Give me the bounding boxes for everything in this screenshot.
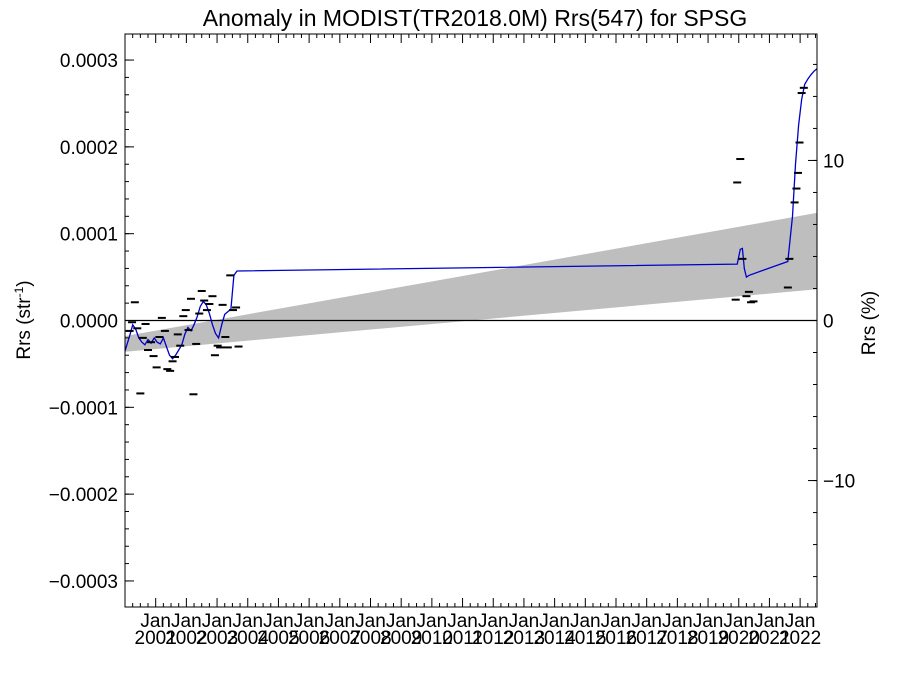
x-tick-month: Jan (662, 611, 693, 632)
x-tick-year: 2009 (380, 628, 422, 649)
x-tick-year: 2016 (595, 628, 637, 649)
x-tick-year: 2013 (503, 628, 545, 649)
x-tick-month: Jan (294, 611, 325, 632)
x-tick-month: Jan (693, 611, 724, 632)
x-tick-month: Jan (723, 611, 754, 632)
x-tick-month: Jan (417, 611, 448, 632)
y-axis-label-main: Rrs (str (14, 297, 35, 360)
x-tick-year: 2010 (411, 628, 453, 649)
x-tick-month: Jan (631, 611, 662, 632)
x-tick-year: 2004 (227, 628, 270, 649)
x-tick-month: Jan (263, 611, 294, 632)
y-tick-label: −0.0003 (49, 572, 118, 593)
y2-tick-label: 0 (823, 312, 834, 333)
chart-title: Anomaly in MODIST(TR2018.0M) Rrs(547) fo… (203, 5, 747, 31)
x-tick-month: Jan (570, 611, 601, 632)
y2-axis-label: Rrs (%) (859, 291, 880, 355)
y-tick-label: 0.0002 (60, 138, 118, 159)
left-y-axis: 0.0003 0.0002 0.0001 0.0000 −0.0001 −0.0002 −0… (49, 51, 134, 593)
right-y-axis: 10 0 −10 (808, 63, 855, 578)
x-tick-month: Jan (754, 611, 785, 632)
plot-area (124, 68, 818, 396)
x-tick-month: Jan (140, 611, 171, 632)
x-tick-year: 2008 (349, 628, 391, 649)
y2-tick-label: −10 (823, 472, 855, 493)
x-tick-month: Jan (785, 611, 816, 632)
y-tick-label: 0.0001 (60, 225, 118, 246)
x-tick-year: 2003 (196, 628, 238, 649)
y-tick-label: −0.0001 (49, 398, 118, 419)
x-tick-year: 2007 (319, 628, 361, 649)
x-tick-year: 2018 (656, 628, 698, 649)
x-tick-year: 2001 (135, 628, 177, 649)
x-tick-month: Jan (509, 611, 540, 632)
x-tick-year: 2011 (442, 628, 483, 649)
x-tick-month: Jan (478, 611, 509, 632)
x-tick-year: 2006 (288, 628, 330, 649)
x-tick-year: 2020 (718, 628, 760, 649)
y-axis-label: Rrs (str-1) (12, 280, 35, 359)
x-tick-year: 2021 (748, 628, 790, 649)
y-axis-label-close: ) (14, 280, 35, 286)
x-tick-year: 2015 (564, 628, 606, 649)
y-tick-label: 0.0003 (60, 51, 118, 72)
x-tick-month: Jan (324, 611, 355, 632)
x-tick-year: 2022 (779, 628, 821, 649)
y-axis-label-sup: -1 (12, 286, 26, 297)
x-tick-month: Jan (202, 611, 233, 632)
x-tick-year: 2005 (257, 628, 299, 649)
x-axis: Jan2001Jan2002Jan2003Jan2004Jan2005Jan20… (132, 34, 821, 649)
x-tick-year: 2014 (533, 628, 576, 649)
x-tick-year: 2012 (472, 628, 514, 649)
x-tick-year: 2017 (626, 628, 668, 649)
x-tick-month: Jan (539, 611, 570, 632)
y-tick-label: 0.0000 (60, 312, 118, 333)
confidence-band (125, 212, 817, 352)
x-tick-month: Jan (601, 611, 632, 632)
x-tick-year: 2019 (687, 628, 729, 649)
x-tick-month: Jan (447, 611, 478, 632)
y-tick-label: −0.0002 (49, 485, 118, 506)
x-tick-month: Jan (232, 611, 263, 632)
x-tick-month: Jan (386, 611, 417, 632)
x-tick-month: Jan (355, 611, 386, 632)
x-tick-year: 2002 (165, 628, 207, 649)
x-tick-month: Jan (171, 611, 202, 632)
y2-tick-label: 10 (823, 151, 844, 172)
